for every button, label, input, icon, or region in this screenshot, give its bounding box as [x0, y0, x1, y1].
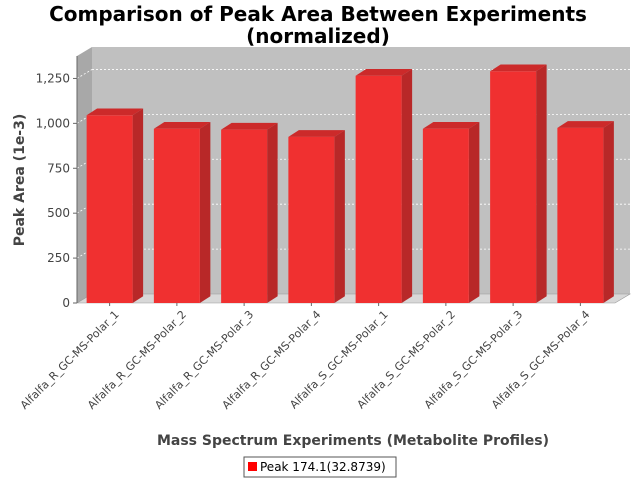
gridline-side: [76, 203, 93, 214]
x-axis-label: Mass Spectrum Experiments (Metabolite Pr…: [157, 433, 549, 449]
chart-title-line1: Comparison of Peak Area Between Experime…: [49, 2, 587, 26]
legend-swatch: [248, 462, 257, 471]
bar: [221, 122, 278, 303]
y-tick-label: 500: [47, 206, 70, 220]
y-tick-label: 750: [47, 161, 70, 175]
bars: [86, 64, 614, 304]
y-tick-label: 1,000: [36, 116, 70, 130]
bar: [288, 130, 345, 303]
x-axis: Alfalfa_R_GC-MS-Polar_1Alfalfa_R_GC-MS-P…: [18, 303, 592, 412]
bar: [490, 64, 547, 303]
bar-side: [199, 122, 211, 304]
bar: [422, 122, 480, 304]
bar-front: [221, 129, 268, 303]
bar: [153, 122, 211, 304]
gridline-side: [76, 248, 93, 259]
bar-front: [288, 136, 335, 303]
bar-top: [288, 130, 345, 137]
bar-front: [153, 128, 200, 303]
bar-top: [86, 108, 144, 116]
y-axis-label: Peak Area (1e-3): [12, 114, 28, 247]
bar-top: [355, 69, 413, 76]
bar-side: [267, 122, 278, 303]
bar: [86, 108, 144, 303]
legend-box: [243, 456, 397, 478]
bar-side: [468, 122, 480, 304]
bar-side: [603, 121, 614, 303]
gridline-side: [76, 114, 93, 124]
bar-side: [401, 69, 413, 303]
gridline-side: [76, 69, 93, 79]
bar-top: [557, 121, 614, 128]
bar-front: [355, 75, 402, 303]
bar-front: [86, 115, 133, 303]
bar-top: [153, 122, 211, 129]
bar-front: [490, 71, 537, 303]
y-tick-label: 250: [47, 251, 70, 265]
gridline-side: [76, 158, 93, 169]
bar: [355, 69, 413, 303]
y-axis: 0 250 500 750 1,000 1,250: [36, 56, 78, 310]
bar-side: [536, 64, 547, 303]
bar-front: [557, 127, 604, 303]
bar-side: [132, 108, 144, 303]
legend-label: Peak 174.1(32.8739): [260, 460, 386, 474]
y-tick-label: 0: [62, 296, 70, 310]
y-tick-label: 1,250: [36, 71, 70, 85]
bar-top: [221, 122, 278, 130]
bar: [557, 121, 614, 303]
chart-title-line2: (normalized): [246, 24, 390, 48]
bar-side: [334, 130, 345, 303]
bar-top: [490, 64, 547, 72]
legend: Peak 174.1(32.8739): [243, 456, 397, 478]
bar-front: [422, 128, 469, 303]
bar-top: [422, 122, 480, 129]
